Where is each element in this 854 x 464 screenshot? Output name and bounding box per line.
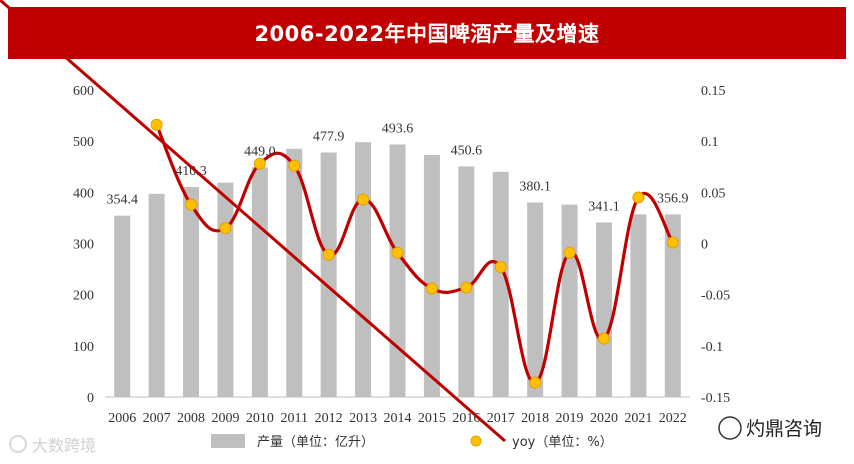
right-tick-0.1: 0.1 bbox=[701, 135, 719, 150]
left-tick-600: 600 bbox=[73, 84, 94, 99]
x-tick-2020: 2020 bbox=[590, 411, 618, 426]
data-label-2018: 380.1 bbox=[519, 180, 551, 195]
bar-2018 bbox=[527, 202, 544, 397]
left-tick-300: 300 bbox=[73, 238, 94, 253]
legend-bar-swatch bbox=[211, 434, 245, 448]
x-tick-2011: 2011 bbox=[281, 411, 308, 426]
x-tick-2014: 2014 bbox=[384, 411, 412, 426]
x-tick-2008: 2008 bbox=[177, 411, 205, 426]
bar-2013 bbox=[355, 142, 372, 397]
data-label-2016: 450.6 bbox=[451, 143, 483, 158]
x-axis: 2006 2007 2008 2009 2010 2011 2012 2013 2014 2015… bbox=[108, 411, 687, 426]
data-label-2012: 477.9 bbox=[313, 129, 345, 144]
yoy-point-2021 bbox=[632, 191, 645, 204]
bar-2012 bbox=[320, 152, 337, 397]
x-tick-2019: 2019 bbox=[556, 411, 584, 426]
right-tick--0.15: -0.15 bbox=[701, 391, 730, 406]
bar-2019 bbox=[561, 204, 578, 397]
line-layer bbox=[150, 118, 679, 389]
watermark-left-text: 大数跨境 bbox=[32, 436, 96, 455]
bar-2015 bbox=[423, 154, 440, 397]
right-tick-0.05: 0.05 bbox=[701, 186, 726, 201]
yoy-point-2010 bbox=[253, 157, 266, 170]
yoy-point-2019 bbox=[563, 246, 576, 259]
legend-line-swatch bbox=[0, 0, 506, 443]
yoy-point-2015 bbox=[425, 282, 438, 295]
yoy-point-2016 bbox=[460, 281, 473, 294]
watermark-right: 灼鼎咨询 bbox=[718, 416, 822, 440]
yoy-point-2022 bbox=[666, 236, 679, 249]
yoy-point-2014 bbox=[391, 246, 404, 259]
right-tick--0.1: -0.1 bbox=[701, 340, 723, 355]
data-label-2020: 341.1 bbox=[588, 199, 620, 214]
yoy-point-2013 bbox=[357, 193, 370, 206]
yoy-line bbox=[155, 124, 675, 385]
right-tick--0.05: -0.05 bbox=[701, 289, 730, 304]
yoy-point-2017 bbox=[494, 261, 507, 274]
x-tick-2015: 2015 bbox=[418, 411, 446, 426]
x-tick-2012: 2012 bbox=[315, 411, 343, 426]
legend: 产量（单位：亿升） yoy（单位：%） bbox=[0, 0, 613, 450]
x-tick-2017: 2017 bbox=[487, 411, 515, 426]
left-tick-0: 0 bbox=[87, 391, 94, 406]
bar-2009 bbox=[217, 182, 234, 397]
left-axis: 0 100 200 300 400 500 600 bbox=[73, 84, 94, 406]
bars-layer bbox=[105, 142, 690, 398]
yoy-point-2008 bbox=[185, 198, 198, 211]
x-tick-2016: 2016 bbox=[452, 411, 480, 426]
bar-2021 bbox=[630, 214, 647, 397]
watermark-left: 大数跨境 bbox=[9, 435, 96, 455]
data-label-2010: 449.0 bbox=[244, 144, 276, 159]
data-label-2006: 354.4 bbox=[106, 193, 138, 208]
x-tick-2018: 2018 bbox=[521, 411, 549, 426]
right-tick-0.15: 0.15 bbox=[701, 84, 726, 99]
bar-2020 bbox=[595, 222, 612, 397]
yoy-point-2018 bbox=[529, 376, 542, 389]
bar-2006 bbox=[114, 215, 131, 397]
bar-2010 bbox=[251, 167, 268, 397]
x-tick-2021: 2021 bbox=[624, 411, 652, 426]
bar-2017 bbox=[492, 171, 509, 397]
yoy-point-2011 bbox=[288, 159, 301, 172]
data-label-2022: 356.9 bbox=[657, 191, 689, 206]
x-tick-2009: 2009 bbox=[211, 411, 239, 426]
yoy-point-2012 bbox=[322, 248, 335, 261]
yoy-point-2009 bbox=[219, 222, 232, 235]
left-tick-100: 100 bbox=[73, 340, 94, 355]
left-tick-400: 400 bbox=[73, 186, 94, 201]
x-tick-2022: 2022 bbox=[659, 411, 687, 426]
watermark-right-text: 灼鼎咨询 bbox=[746, 418, 822, 440]
bar-2011 bbox=[286, 148, 303, 397]
right-tick-0: 0 bbox=[701, 238, 708, 253]
left-tick-500: 500 bbox=[73, 135, 94, 150]
legend-line-marker bbox=[470, 435, 482, 447]
x-tick-2007: 2007 bbox=[143, 411, 171, 426]
chart-title: 2006-2022年中国啤酒产量及增速 bbox=[8, 7, 846, 59]
left-tick-200: 200 bbox=[73, 289, 94, 304]
watermark-right-icon bbox=[718, 416, 742, 440]
yoy-point-2007 bbox=[150, 118, 163, 131]
bar-2022 bbox=[664, 214, 681, 397]
right-axis: -0.15 -0.1 -0.05 0 0.05 0.1 0.15 bbox=[701, 84, 730, 406]
x-tick-2006: 2006 bbox=[108, 411, 136, 426]
watermark-left-icon bbox=[9, 435, 27, 453]
legend-line-label: yoy（单位：%） bbox=[512, 435, 613, 450]
bar-2007 bbox=[148, 193, 165, 397]
x-tick-2010: 2010 bbox=[246, 411, 274, 426]
yoy-point-2020 bbox=[597, 332, 610, 345]
data-label-2014: 493.6 bbox=[382, 121, 414, 136]
legend-bar-label: 产量（单位：亿升） bbox=[257, 435, 374, 450]
bar-2014 bbox=[389, 144, 406, 397]
bar-2008 bbox=[183, 187, 200, 397]
x-tick-2013: 2013 bbox=[349, 411, 377, 426]
